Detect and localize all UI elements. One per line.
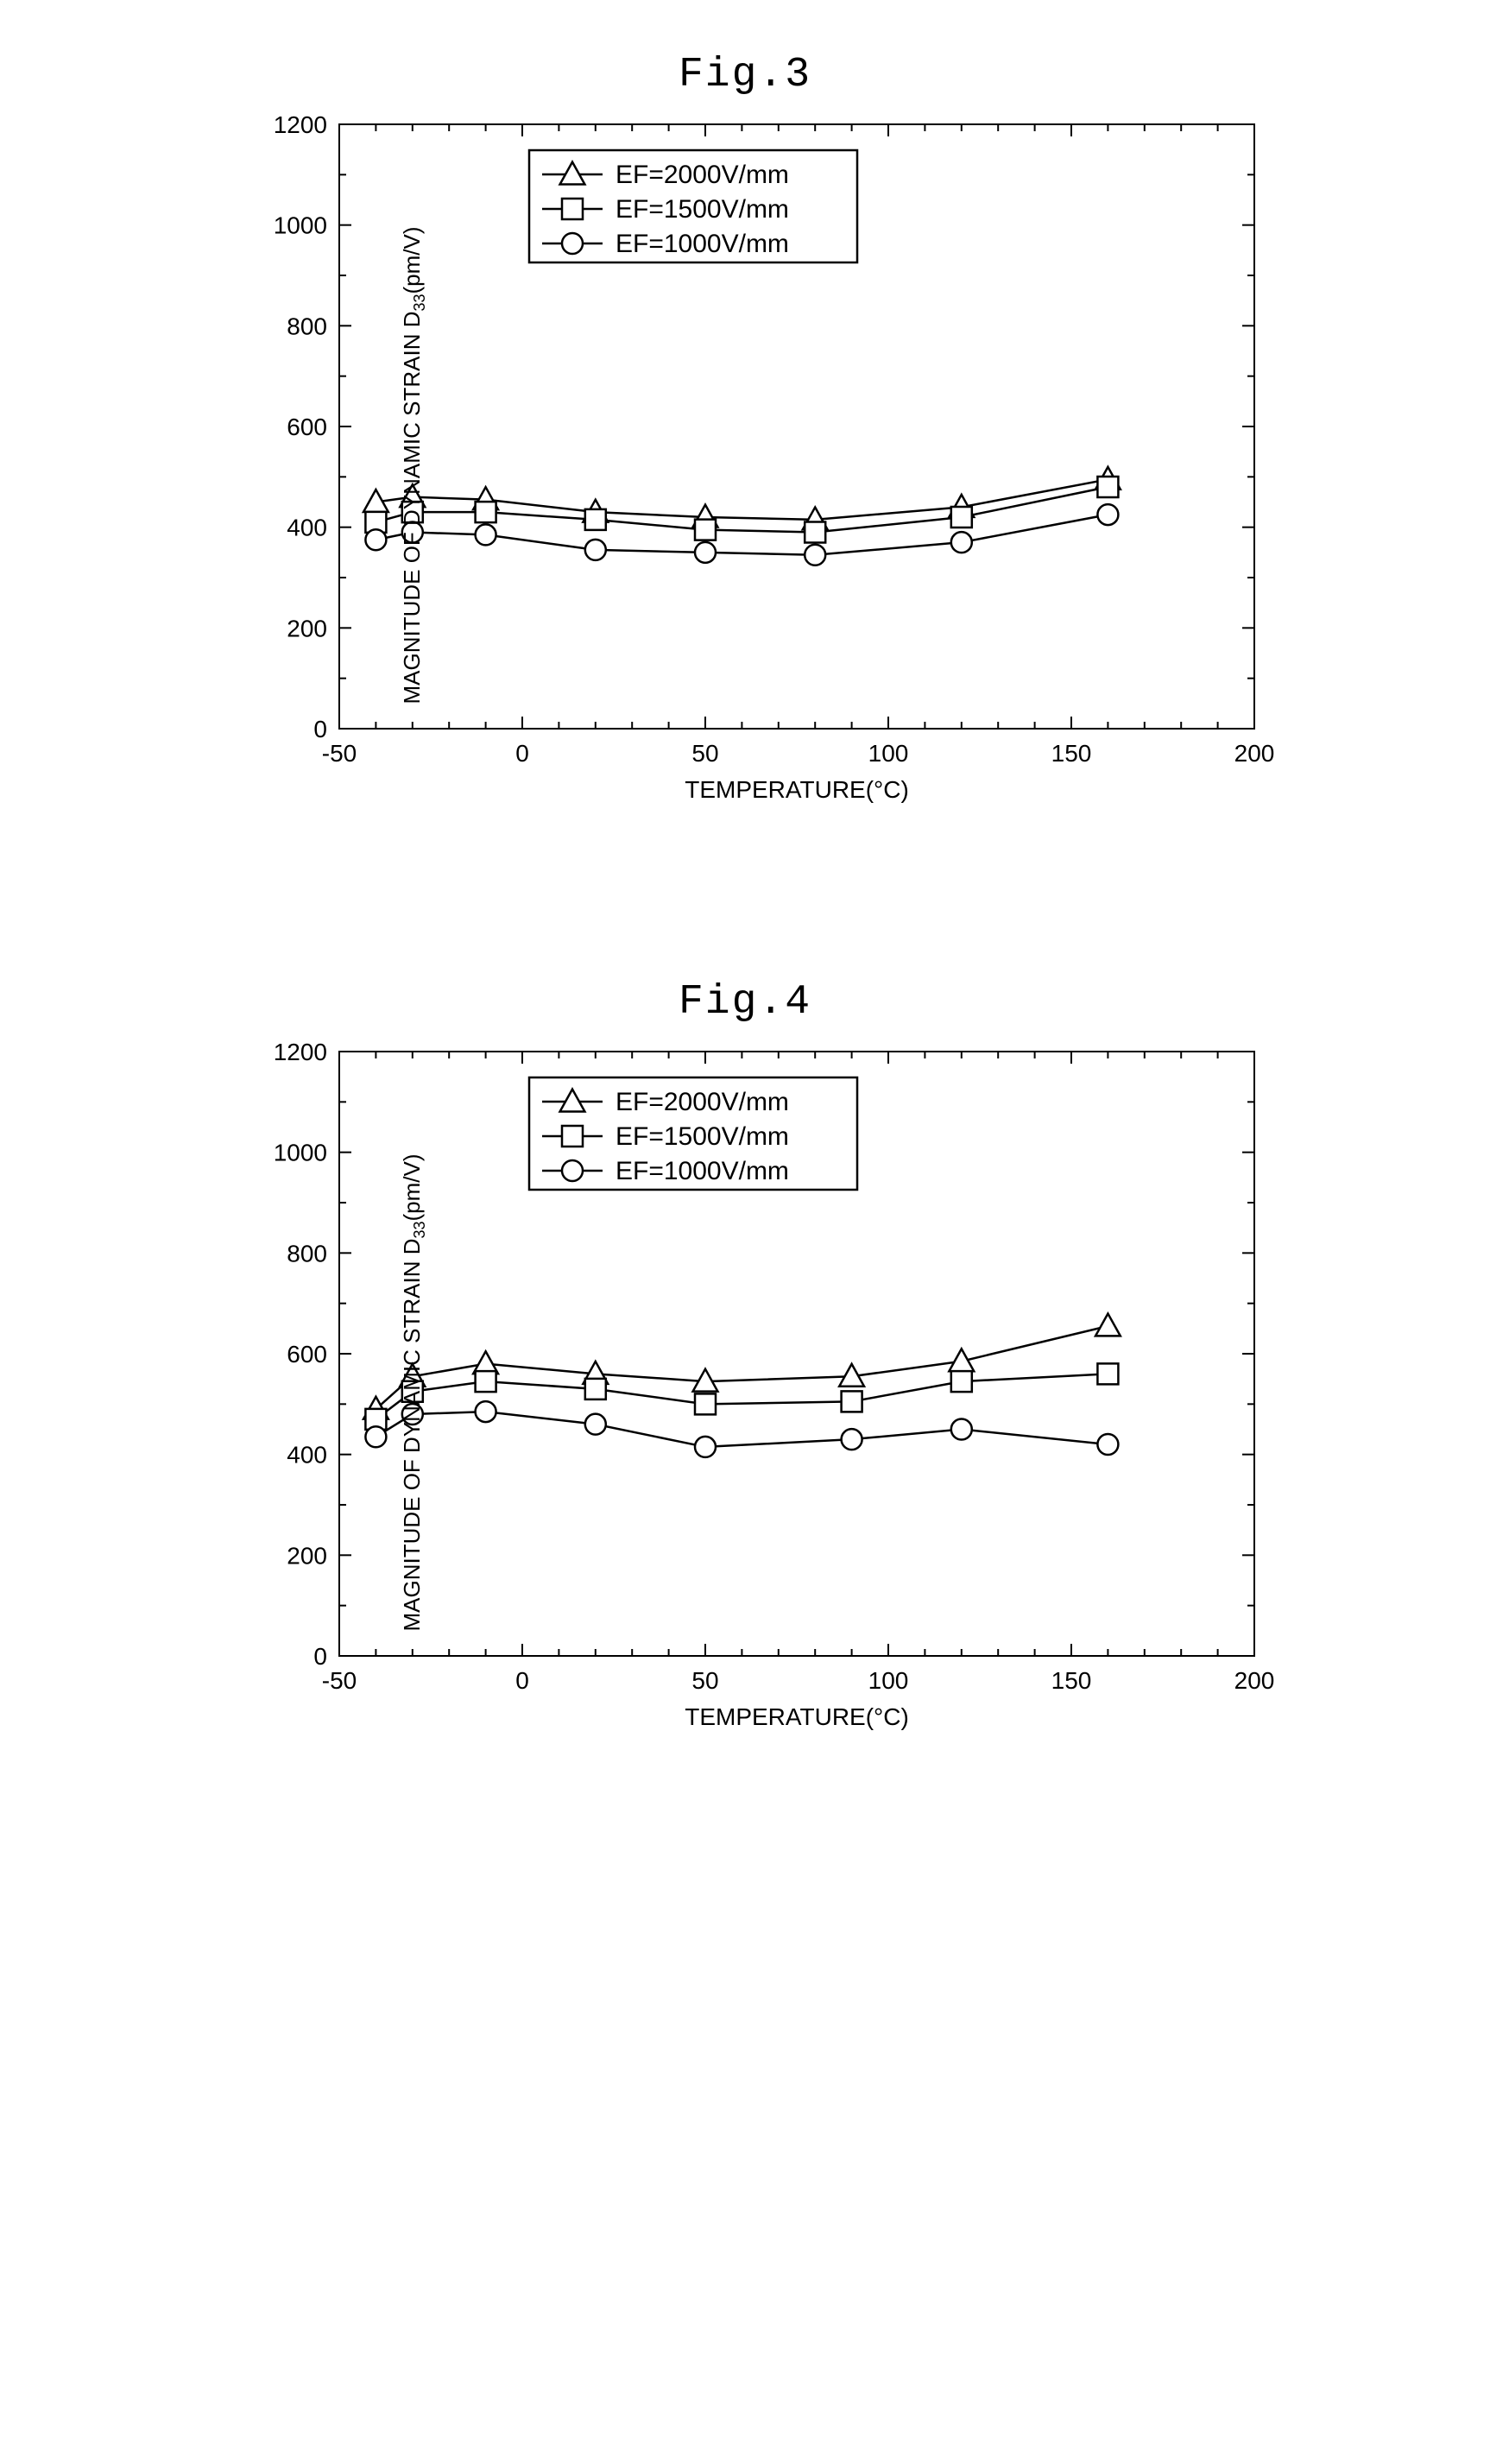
svg-text:0: 0 [313,1643,327,1670]
fig3-title: Fig.3 [17,52,1473,98]
fig4-ylabel-sub: 33 [411,1221,428,1238]
svg-text:EF=1500V/mm: EF=1500V/mm [616,1122,789,1151]
fig3-ylabel-sub: 33 [411,294,428,311]
svg-text:600: 600 [287,414,327,440]
svg-text:EF=1000V/mm: EF=1000V/mm [616,230,789,258]
svg-text:0: 0 [515,1667,529,1694]
svg-text:50: 50 [691,1667,718,1694]
svg-text:-50: -50 [322,740,357,767]
svg-text:150: 150 [1051,1667,1092,1694]
svg-text:0: 0 [515,740,529,767]
svg-text:TEMPERATURE(°C): TEMPERATURE(°C) [685,1703,909,1730]
fig3-ylabel: MAGNITUDE OF DYNAMIC STRAIN D33(pm/V) [399,226,429,704]
fig4-title: Fig.4 [17,979,1473,1026]
svg-text:400: 400 [287,1442,327,1469]
svg-text:EF=1000V/mm: EF=1000V/mm [616,1157,789,1185]
svg-text:1000: 1000 [274,1140,327,1166]
svg-text:EF=1500V/mm: EF=1500V/mm [616,195,789,224]
svg-text:150: 150 [1051,740,1092,767]
svg-text:1200: 1200 [274,1039,327,1065]
fig3-ylabel-pre: MAGNITUDE OF DYNAMIC STRAIN D [399,312,425,704]
svg-text:EF=2000V/mm: EF=2000V/mm [616,161,789,189]
svg-text:200: 200 [1234,740,1275,767]
svg-text:600: 600 [287,1341,327,1368]
svg-text:0: 0 [313,716,327,742]
fig4-ylabel: MAGNITUDE OF DYNAMIC STRAIN D33(pm/V) [399,1153,429,1631]
fig3-ylabel-post: (pm/V) [399,226,425,294]
svg-text:EF=2000V/mm: EF=2000V/mm [616,1088,789,1116]
svg-text:800: 800 [287,1240,327,1267]
svg-text:1000: 1000 [274,212,327,239]
svg-text:TEMPERATURE(°C): TEMPERATURE(°C) [685,776,909,803]
svg-text:50: 50 [691,740,718,767]
fig4-chart: MAGNITUDE OF DYNAMIC STRAIN D33(pm/V) -5… [184,1034,1306,1751]
svg-text:1200: 1200 [274,111,327,138]
svg-text:200: 200 [287,1542,327,1569]
svg-text:-50: -50 [322,1667,357,1694]
svg-text:200: 200 [1234,1667,1275,1694]
svg-text:100: 100 [868,1667,909,1694]
svg-text:100: 100 [868,740,909,767]
svg-text:800: 800 [287,313,327,339]
fig3-svg: -50050100150200020040060080010001200TEMP… [184,107,1289,824]
fig4-svg: -50050100150200020040060080010001200TEMP… [184,1034,1289,1751]
svg-text:200: 200 [287,615,327,641]
fig4-ylabel-pre: MAGNITUDE OF DYNAMIC STRAIN D [399,1239,425,1632]
svg-text:400: 400 [287,515,327,541]
fig3-chart: MAGNITUDE OF DYNAMIC STRAIN D33(pm/V) -5… [184,107,1306,824]
fig4-ylabel-post: (pm/V) [399,1153,425,1221]
